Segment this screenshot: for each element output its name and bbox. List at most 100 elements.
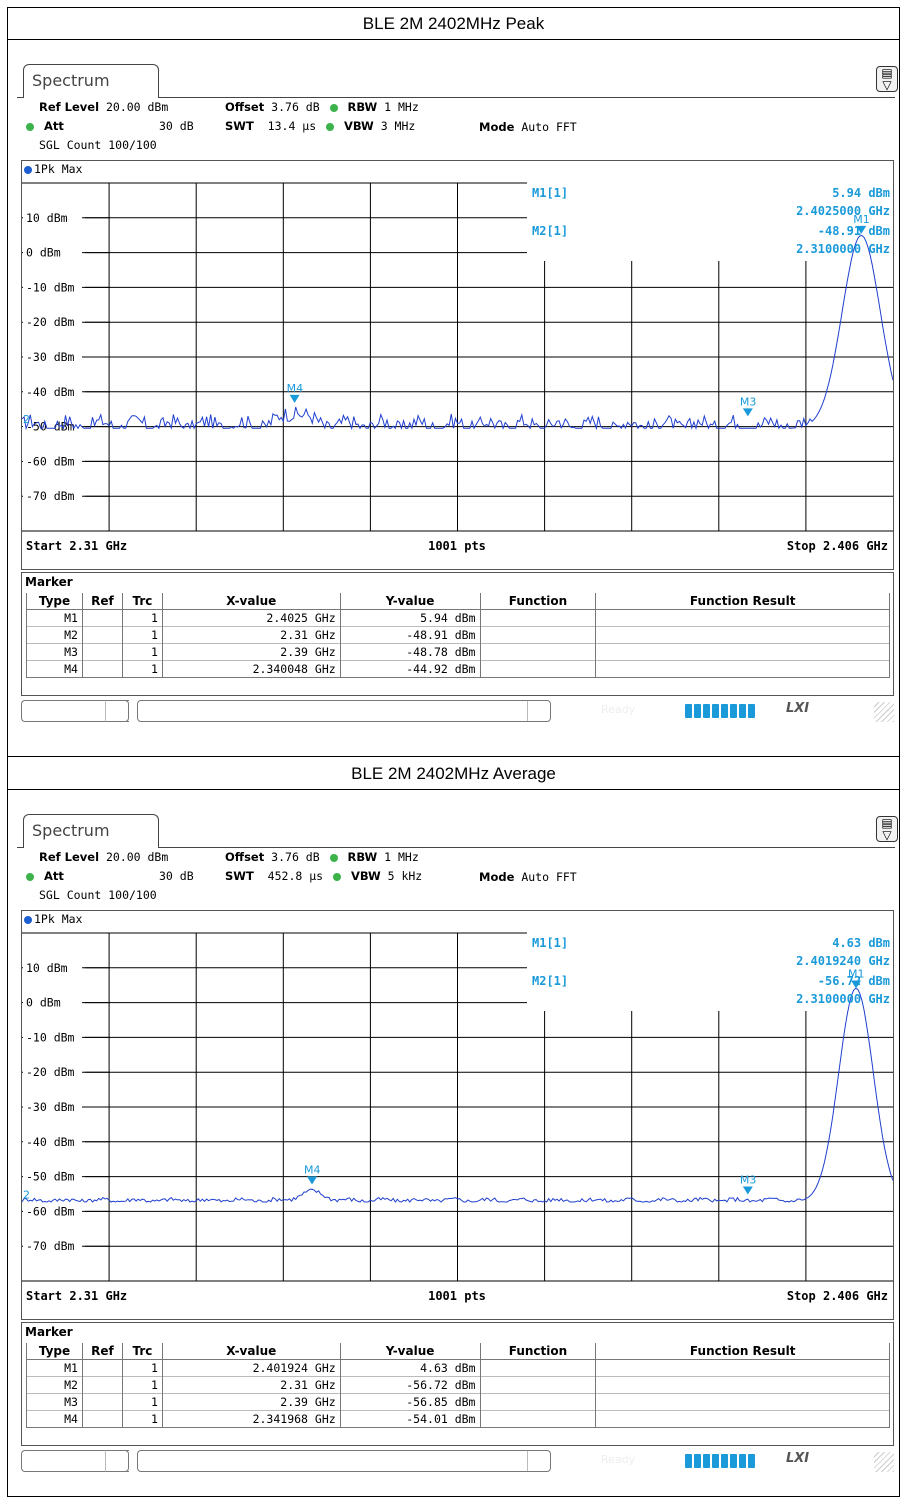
cell-empty (479, 1409, 597, 1428)
cell-ref (81, 1409, 123, 1428)
cell-ref (81, 608, 123, 626)
menu-icon[interactable]: ▤ ▽ (876, 816, 898, 842)
stop-frequency: Stop 2.406 GHz (787, 1289, 888, 1303)
marker-table-title: Marker (25, 1325, 73, 1339)
table-row[interactable]: M2 1 2.31 GHz -56.72 dBm (26, 1375, 890, 1393)
trace-dot-icon (24, 915, 32, 924)
progress-segment (703, 704, 710, 718)
trace-name: 1Pk Max (34, 162, 83, 176)
spectrum-plot[interactable]: 10 dBm 0 dBm -10 dBm -20 dBm -30 dBm -40 dBm -… (21, 910, 894, 1320)
lxi-icon: LXI (786, 701, 810, 716)
column-header: X-value (161, 593, 341, 610)
mode-label: Mode (479, 120, 515, 134)
cell-y: -48.78 dBm (339, 642, 481, 660)
progress-segment (721, 704, 728, 718)
cell-x: 2.31 GHz (161, 1375, 341, 1393)
marker-label: M1 (853, 213, 870, 226)
y-label-bg (23, 383, 85, 399)
vbw-value: 5 kHz (387, 869, 423, 883)
cell-trc: 1 (121, 659, 163, 678)
menu-icon[interactable]: ▤ ▽ (876, 66, 898, 92)
table-row[interactable]: M2 1 2.31 GHz -48.91 dBm (26, 625, 890, 643)
marker-2-glyph: 2 (23, 413, 30, 426)
att-label: Att (43, 119, 64, 133)
trace-label: 1Pk Max (24, 162, 82, 176)
marker-triangle-icon[interactable] (307, 1176, 318, 1185)
column-header: Type (26, 1343, 83, 1360)
column-header: Trc (121, 593, 163, 610)
marker-readout-m1-level: 4.63 dBm (832, 936, 890, 950)
cell-x: 2.39 GHz (161, 1392, 341, 1410)
progress-segment (730, 1454, 737, 1468)
rbw-value: 1 MHz (384, 850, 419, 864)
table-row[interactable]: M1 1 2.401924 GHz 4.63 dBm (26, 1358, 890, 1376)
spectrum-plot[interactable]: 10 dBm 0 dBm -10 dBm -20 dBm -30 dBm -40 dBm -… (21, 160, 894, 570)
y-tick-label: -40 dBm (26, 1135, 75, 1149)
marker-label: M4 (304, 1164, 321, 1177)
marker-triangle-icon[interactable] (742, 1186, 753, 1195)
swt-label: SWT (225, 869, 254, 883)
y-tick-label: -70 dBm (26, 1239, 75, 1253)
y-tick-label: -30 dBm (26, 350, 75, 364)
cell-empty (479, 659, 597, 678)
status-sep (527, 1451, 528, 1471)
setup-line-1: Ref Level 20.00 dBm (39, 100, 168, 114)
status-field-1[interactable] (21, 1450, 129, 1472)
marker-triangle-icon[interactable] (742, 408, 753, 417)
spectrum-svg: 10 dBm 0 dBm -10 dBm -20 dBm -30 dBm -40 dBm -… (22, 181, 893, 553)
marker-label: M3 (740, 395, 757, 408)
marker-triangle-icon[interactable] (856, 225, 867, 234)
marker-triangle-icon[interactable] (289, 394, 300, 403)
marker-triangle-icon[interactable] (851, 980, 862, 989)
vbw-label: VBW (344, 119, 374, 133)
ref-level-label: Ref Level (39, 100, 100, 114)
att-info: Att (23, 869, 64, 883)
status-led-icon (333, 872, 341, 881)
y-tick-label: -20 dBm (26, 1065, 75, 1079)
table-row[interactable]: M1 1 2.4025 GHz 5.94 dBm (26, 608, 890, 626)
sgl-count: SGL Count 100/100 (39, 138, 157, 152)
cell-x: 2.31 GHz (161, 625, 341, 643)
mode-label: Mode (479, 870, 515, 884)
cell-empty (479, 1375, 597, 1393)
cell-empty (595, 1392, 890, 1410)
y-tick-label: 0 dBm (26, 996, 61, 1010)
resize-grip-icon[interactable] (874, 702, 894, 722)
ref-level-value: 20.00 dBm (105, 100, 169, 114)
tab-spectrum[interactable]: Spectrum (23, 814, 159, 848)
y-tick-label: -10 dBm (26, 280, 75, 294)
progress-segment (703, 1454, 710, 1468)
cell-x: 2.4025 GHz (161, 608, 341, 626)
status-field-1[interactable] (21, 700, 129, 722)
cell-y: -56.85 dBm (339, 1392, 481, 1410)
marker-readout-m1-label: M1[1] (532, 186, 568, 200)
table-row[interactable]: M4 1 2.340048 GHz -44.92 dBm (26, 659, 890, 678)
tab-spectrum[interactable]: Spectrum (23, 64, 159, 98)
cell-empty (479, 608, 597, 626)
rbw-label: RBW (347, 850, 378, 864)
table-row[interactable]: M3 1 2.39 GHz -48.78 dBm (26, 642, 890, 660)
marker-readout-m2-level: -56.72 dBm (818, 974, 890, 988)
cell-ref (81, 642, 123, 660)
table-row[interactable]: M3 1 2.39 GHz -56.85 dBm (26, 1392, 890, 1410)
y-tick-label: 10 dBm (26, 961, 68, 975)
marker-readout-m2-freq: 2.3100000 GHz (796, 242, 890, 256)
cell-empty (595, 1375, 890, 1393)
status-field-2[interactable] (137, 700, 551, 722)
column-header: Function (479, 593, 597, 610)
cell-type: M4 (26, 1409, 83, 1428)
table-row[interactable]: M4 1 2.341968 GHz -54.01 dBm (26, 1409, 890, 1428)
status-field-1-end (105, 1450, 129, 1472)
cell-empty (479, 1392, 597, 1410)
marker-table: Type Ref Trc X-value Y-value Function Function… (26, 1343, 890, 1428)
att-info: Att (23, 119, 64, 133)
y-label-bg (23, 279, 85, 295)
y-label-bg (23, 244, 85, 260)
marker-label: M4 (287, 382, 304, 395)
resize-grip-icon[interactable] (874, 1452, 894, 1472)
column-header: Type (26, 593, 83, 610)
cell-trc: 1 (121, 642, 163, 660)
cell-empty (479, 642, 597, 660)
cell-type: M1 (26, 1358, 83, 1376)
status-field-2[interactable] (137, 1450, 551, 1472)
